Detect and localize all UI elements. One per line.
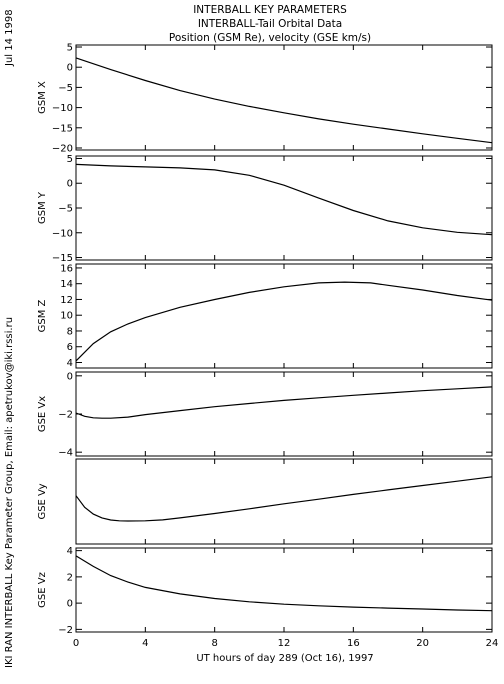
y-axis-label: GSE Vz (37, 572, 48, 608)
series-line (75, 386, 493, 419)
x-tick-label: 24 (486, 638, 499, 649)
y-axis-label: GSM Y (37, 191, 48, 224)
y-tick-label: −10 (52, 228, 73, 239)
title-line-1: INTERBALL KEY PARAMETERS (193, 4, 347, 16)
panel-1: 5 0 −5 −10 −15 −20 GSM X (37, 43, 493, 154)
x-axis-label: UT hours of day 289 (Oct 16), 1997 (196, 653, 373, 664)
y-tick-label: −5 (58, 204, 73, 215)
y-tick-label: −4 (58, 448, 73, 459)
x-tick-label: 0 (73, 638, 79, 649)
panel-5: GSE Vy (37, 458, 493, 545)
title-line-2: INTERBALL-Tail Orbital Data (198, 18, 342, 30)
x-tick-label: 20 (416, 638, 429, 649)
y-axis-label: GSE Vy (37, 483, 48, 519)
y-tick-label: −10 (52, 103, 73, 114)
y-tick-label: 12 (60, 295, 73, 306)
series-line (75, 57, 493, 144)
panel-frame (75, 547, 493, 633)
panel-frame (75, 155, 493, 261)
panel-frame (75, 263, 493, 369)
x-axis: 0 4 8 12 16 20 24 (73, 638, 499, 649)
y-tick-label: 6 (67, 342, 73, 353)
y-tick-label: 5 (67, 154, 73, 165)
y-tick-label: 8 (67, 326, 73, 337)
series-line (75, 281, 493, 362)
y-tick-label: 2 (67, 572, 73, 583)
y-axis-label: GSM X (37, 81, 48, 114)
y-tick-label: −5 (58, 83, 73, 94)
y-tick-label: 10 (60, 311, 73, 322)
series-line (75, 555, 493, 612)
date-label: Jul 14 1998 (4, 9, 15, 67)
panel-frame (75, 458, 493, 545)
y-tick-label: −2 (58, 625, 73, 636)
series-line (75, 163, 493, 236)
y-axis-label: GSM Z (37, 299, 48, 332)
y-tick-label: 5 (67, 43, 73, 54)
y-tick-label: 16 (60, 263, 73, 274)
y-tick-label: 0 (67, 63, 73, 74)
panel-2: 5 0 −5 −10 −15 GSM Y (37, 154, 493, 264)
y-axis-label: GSE Vx (37, 396, 48, 432)
y-tick-label: −20 (52, 143, 73, 154)
panel-6: 4 2 0 −2 GSE Vz (37, 546, 493, 636)
credit-label: IKI RAN INTERBALL Key Parameter Group, E… (4, 317, 15, 668)
y-tick-label: 0 (67, 599, 73, 610)
panel-4: 0 −2 −4 GSE Vx (37, 371, 493, 459)
y-tick-label: −15 (52, 253, 73, 264)
x-tick-label: 8 (211, 638, 217, 649)
y-tick-label: 0 (67, 371, 73, 382)
x-tick-label: 12 (278, 638, 291, 649)
title-line-3: Position (GSM Re), velocity (GSE km/s) (169, 32, 371, 44)
x-tick-label: 4 (142, 638, 148, 649)
x-tick-label: 16 (347, 638, 360, 649)
panel-3: 4 6 8 10 12 14 16 GSM Z (37, 263, 493, 369)
y-tick-label: −2 (58, 410, 73, 421)
series-line (75, 476, 493, 522)
panel-frame (75, 371, 493, 457)
y-tick-label: 4 (67, 358, 73, 369)
y-tick-label: 4 (67, 546, 73, 557)
y-tick-label: −15 (52, 123, 73, 134)
y-tick-label: 14 (60, 279, 73, 290)
y-tick-label: 0 (67, 179, 73, 190)
